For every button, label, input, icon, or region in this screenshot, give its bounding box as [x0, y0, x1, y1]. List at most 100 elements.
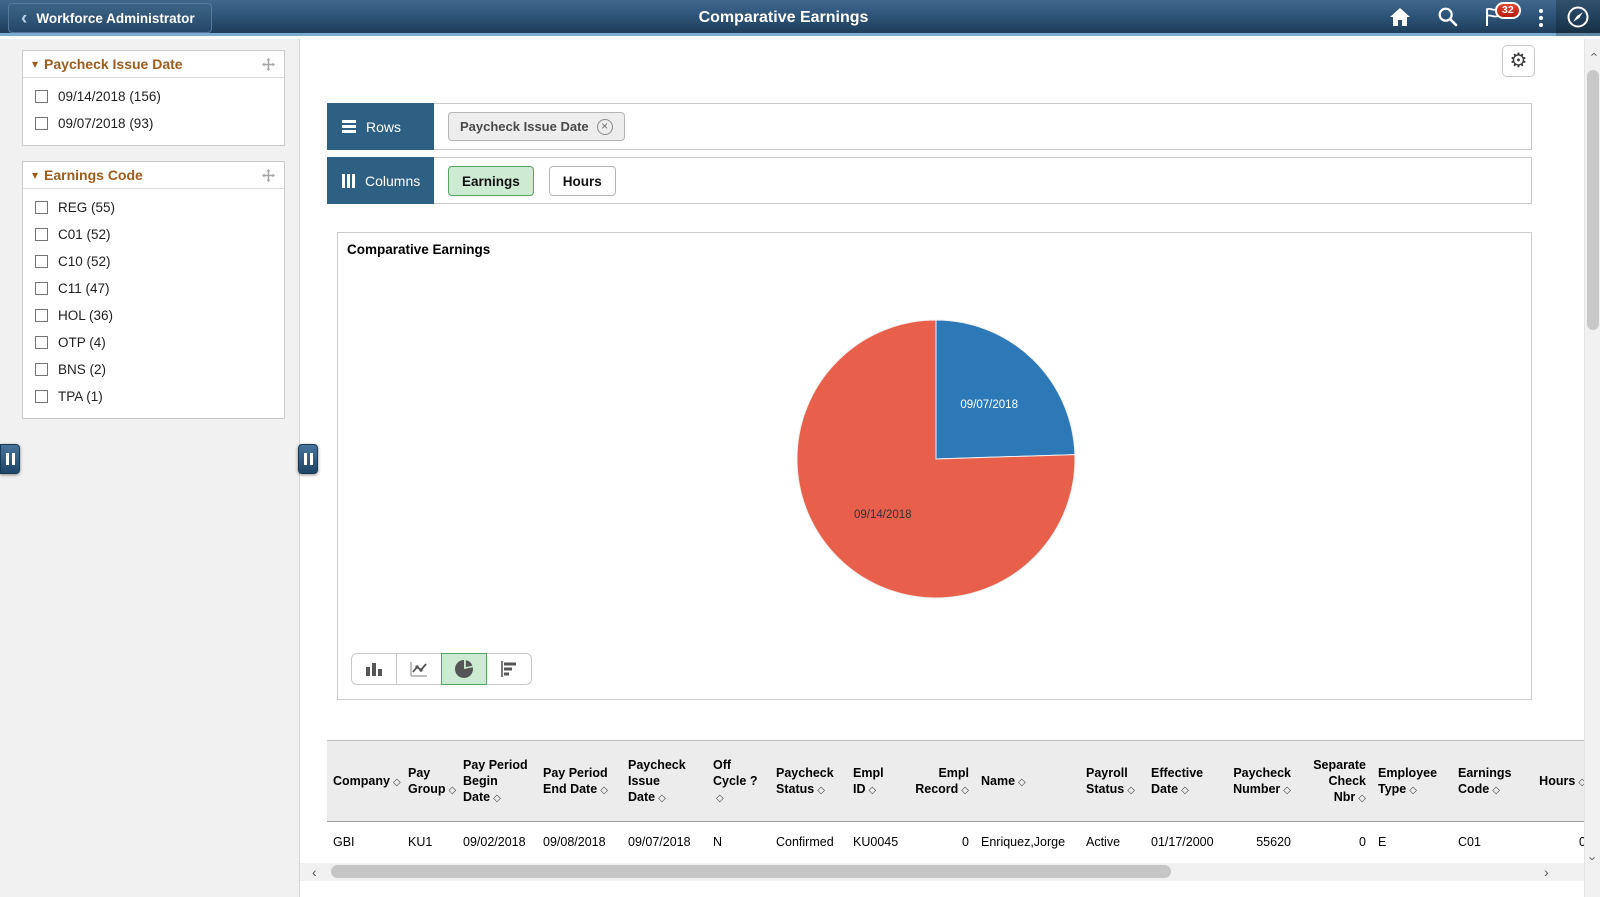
collapse-caret-icon[interactable]: ▾	[32, 168, 39, 182]
collapse-left-panel-handle[interactable]	[0, 444, 20, 474]
scroll-left-icon[interactable]: ‹	[312, 864, 317, 880]
move-handle[interactable]	[262, 57, 275, 71]
home-button[interactable]	[1376, 0, 1424, 36]
facet-item[interactable]: OTP (4)	[23, 329, 284, 356]
sort-icon[interactable]: ◇	[448, 785, 457, 796]
scroll-right-icon[interactable]: ›	[1544, 864, 1549, 880]
grid-header-cell[interactable]: Payroll Status ◇	[1080, 765, 1145, 798]
move-icon	[262, 168, 275, 182]
grid-header-cell[interactable]: Paycheck Number ◇	[1225, 765, 1297, 798]
rows-block[interactable]: Rows	[327, 103, 434, 150]
columns-block[interactable]: Columns	[327, 157, 434, 204]
grid-header-cell[interactable]: Separate Check Nbr ◇	[1297, 757, 1372, 806]
column-options: Earnings Hours	[448, 166, 616, 196]
columns-bar: Columns Earnings Hours	[327, 157, 1532, 204]
sort-icon[interactable]: ◇	[716, 793, 724, 805]
grid-header-cell[interactable]: Earnings Code ◇	[1452, 765, 1532, 798]
scroll-down-icon[interactable]: ›	[1585, 856, 1600, 861]
horizontal-bar-chart-toggle[interactable]	[486, 653, 532, 685]
sort-icon[interactable]: ◇	[817, 785, 825, 796]
grid-header-cell[interactable]: Paycheck Issue Date ◇	[622, 757, 707, 806]
horizontal-scrollbar[interactable]: ‹ ›	[300, 863, 1584, 881]
sort-icon[interactable]: ◇	[1181, 785, 1189, 796]
facet-item[interactable]: TPA (1)	[23, 383, 284, 410]
facet-item-label: OTP (4)	[58, 335, 106, 350]
move-handle[interactable]	[262, 168, 275, 182]
sort-icon[interactable]: ◇	[1578, 777, 1584, 788]
grid-header-cell[interactable]: Effective Date ◇	[1145, 765, 1225, 798]
sort-icon[interactable]: ◇	[1492, 785, 1500, 796]
actions-menu-button[interactable]	[1526, 0, 1556, 36]
facet-checkbox[interactable]	[35, 282, 48, 295]
horizontal-scroll-thumb[interactable]	[331, 865, 1171, 878]
grid-header-cell[interactable]: Employee Type ◇	[1372, 765, 1452, 798]
facet-checkbox[interactable]	[35, 117, 48, 130]
grid-header-cell[interactable]: Company ◇	[327, 773, 402, 789]
facet-checkbox[interactable]	[35, 255, 48, 268]
search-button[interactable]	[1424, 0, 1471, 36]
pie-slice-09/14/2018[interactable]	[796, 319, 1076, 599]
facet-item-label: C01 (52)	[58, 227, 111, 242]
pie-chart[interactable]: 09/07/2018 09/14/2018	[796, 319, 1076, 599]
grid-header-cell[interactable]: Pay Group ◇	[402, 765, 457, 798]
pie-chart-toggle[interactable]	[441, 653, 487, 685]
back-button[interactable]: ‹ Workforce Administrator	[8, 3, 212, 33]
grid-header-cell[interactable]: Off Cycle ? ◇	[707, 757, 770, 806]
grid-header-label: Empl ID	[853, 765, 884, 796]
sort-icon[interactable]: ◇	[600, 785, 608, 796]
column-option-earnings[interactable]: Earnings	[448, 166, 534, 196]
grid-header-cell[interactable]: Pay Period Begin Date ◇	[457, 757, 537, 806]
facet-item[interactable]: REG (55)	[23, 194, 284, 221]
sort-icon[interactable]: ◇	[1409, 785, 1417, 796]
table-row[interactable]: GBI KU1 09/02/2018 09/08/2018 09/07/2018 N Con…	[327, 822, 1584, 862]
notifications-button[interactable]: 32	[1471, 0, 1526, 36]
facet-item[interactable]: C11 (47)	[23, 275, 284, 302]
facet-checkbox[interactable]	[35, 309, 48, 322]
facet-checkbox[interactable]	[35, 390, 48, 403]
pie-slice-09/07/2018[interactable]	[935, 319, 1076, 460]
vertical-scroll-thumb[interactable]	[1587, 70, 1599, 330]
facet-item-label: 09/14/2018 (156)	[58, 89, 161, 104]
facet-item[interactable]: 09/07/2018 (93)	[23, 110, 284, 137]
facet-item[interactable]: BNS (2)	[23, 356, 284, 383]
grid-header-cell[interactable]: Name ◇	[975, 773, 1080, 789]
sort-icon[interactable]: ◇	[1283, 785, 1291, 796]
sort-icon[interactable]: ◇	[658, 793, 666, 805]
facet-item[interactable]: 09/14/2018 (156)	[23, 83, 284, 110]
row-chip[interactable]: Paycheck Issue Date ×	[448, 112, 625, 141]
sort-icon[interactable]: ◇	[1127, 785, 1135, 796]
collapse-facets-handle[interactable]	[298, 444, 318, 474]
facet-item[interactable]: C01 (52)	[23, 221, 284, 248]
settings-gear-button[interactable]: ⚙	[1502, 45, 1535, 77]
sort-icon[interactable]: ◇	[392, 776, 401, 788]
facet-sidebar: ▾ Paycheck Issue Date 09/14/2018 (156) 09/0…	[0, 39, 300, 897]
sort-icon[interactable]: ◇	[868, 785, 877, 796]
facet-checkbox[interactable]	[35, 90, 48, 103]
line-chart-toggle[interactable]	[396, 653, 442, 685]
facet-item[interactable]: C10 (52)	[23, 248, 284, 275]
sort-icon[interactable]: ◇	[493, 793, 501, 805]
grid-header-cell[interactable]: Empl ID ◇	[847, 765, 905, 798]
sort-icon[interactable]: ◇	[961, 785, 969, 796]
vertical-scrollbar[interactable]: › ›	[1584, 39, 1600, 897]
sort-icon[interactable]: ◇	[1018, 776, 1026, 788]
grid-header-label: Separate Check Nbr	[1313, 757, 1366, 805]
column-option-hours[interactable]: Hours	[548, 166, 616, 196]
facet-checkbox[interactable]	[35, 363, 48, 376]
collapse-caret-icon[interactable]: ▾	[32, 57, 39, 71]
facet-checkbox[interactable]	[35, 336, 48, 349]
back-button-label: Workforce Administrator	[36, 10, 195, 26]
columns-label: Columns	[365, 172, 421, 189]
scroll-up-icon[interactable]: ›	[1585, 52, 1600, 57]
sort-icon[interactable]: ◇	[1358, 793, 1366, 805]
grid-header-cell[interactable]: Empl Record ◇	[905, 765, 975, 798]
facet-checkbox[interactable]	[35, 201, 48, 214]
grid-header-cell[interactable]: Paycheck Status ◇	[770, 765, 847, 798]
grid-header-cell[interactable]: Pay Period End Date ◇	[537, 765, 622, 798]
facet-item[interactable]: HOL (36)	[23, 302, 284, 329]
remove-chip-icon[interactable]: ×	[596, 118, 613, 135]
grid-header-cell[interactable]: Hours◇	[1532, 773, 1584, 789]
navbar-button[interactable]	[1556, 0, 1600, 36]
facet-checkbox[interactable]	[35, 228, 48, 241]
bar-chart-toggle[interactable]	[351, 653, 397, 685]
